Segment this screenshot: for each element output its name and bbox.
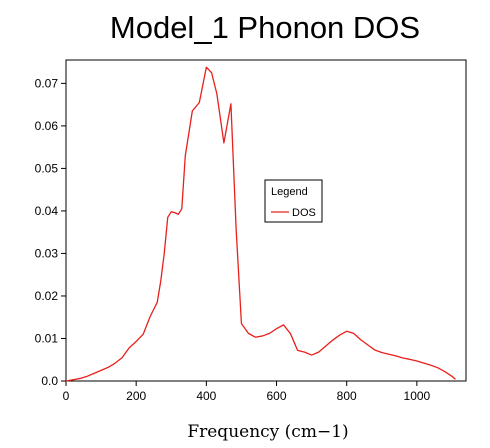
legend-label-dos: DOS [292, 207, 316, 219]
x-tick-label: 1000 [404, 389, 431, 403]
y-tick-label: 0.04 [35, 204, 59, 218]
legend: Legend DOS [264, 179, 323, 223]
plot-frame [65, 59, 467, 382]
y-tick-label: 0.0 [41, 374, 58, 388]
x-tick-label: 0 [63, 389, 70, 403]
y-tick-label: 0.03 [35, 246, 59, 260]
legend-title: Legend [271, 186, 308, 198]
x-tick-label: 600 [267, 389, 287, 403]
y-tick-label: 0.02 [35, 289, 59, 303]
y-axis: 0.0 0.01 0.02 0.03 0.04 0.05 0.06 0.07 [35, 76, 66, 388]
x-tick-label: 400 [196, 389, 216, 403]
legend-box [264, 179, 323, 223]
x-tick-label: 200 [126, 389, 146, 403]
y-tick-label: 0.05 [35, 161, 59, 175]
x-axis-label: Frequency (cm−1) [187, 422, 348, 442]
y-tick-label: 0.01 [35, 331, 59, 345]
series-line-dos [65, 66, 456, 382]
x-axis: 0 200 400 600 800 1000 [63, 381, 431, 403]
chart-title: Model_1 Phonon DOS [109, 10, 421, 45]
y-tick-label: 0.06 [35, 119, 59, 133]
y-tick-label: 0.07 [35, 76, 59, 90]
x-tick-label: 800 [337, 389, 357, 403]
